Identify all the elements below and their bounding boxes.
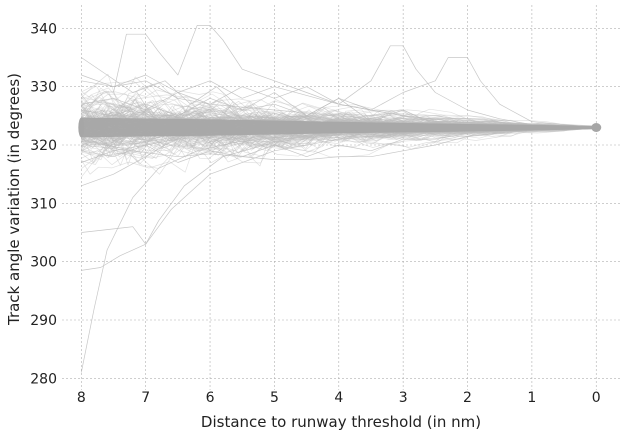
trajectory-line — [113, 25, 597, 128]
y-tick-label: 330 — [30, 80, 57, 96]
x-tick-label: 5 — [270, 390, 279, 406]
trajectory-line — [81, 74, 597, 128]
core-band — [78, 117, 602, 138]
trajectory-line — [81, 127, 597, 159]
y-tick-label: 290 — [30, 313, 57, 329]
trajectory-line — [81, 119, 597, 158]
trajectory-line — [81, 122, 597, 151]
x-tick-label: 8 — [77, 390, 86, 406]
tick-labels: 8 7 6 5 4 3 2 1 0 280 290 300 310 320 330 340 — [30, 21, 600, 406]
x-tick-label: 0 — [592, 390, 601, 406]
trajectory-line — [81, 127, 597, 163]
x-tick-label: 7 — [141, 390, 150, 406]
trajectory-line — [81, 117, 597, 166]
x-tick-label: 6 — [206, 390, 215, 406]
x-axis-label: Distance to runway threshold (in nm) — [201, 413, 481, 431]
trajectory-line — [80, 76, 597, 136]
convergence-point — [591, 123, 602, 132]
trajectory-line — [81, 110, 597, 132]
trajectory-line — [81, 95, 597, 132]
y-tick-label: 340 — [30, 21, 57, 37]
trajectory-line — [81, 57, 597, 128]
grid — [62, 5, 622, 390]
x-tick-label: 2 — [463, 390, 472, 406]
core-band-area — [81, 117, 597, 138]
trajectory-line — [81, 127, 597, 144]
trajectory-line — [81, 102, 597, 130]
x-tick-label: 3 — [399, 390, 408, 406]
y-tick-label: 320 — [30, 138, 57, 154]
y-tick-label: 280 — [30, 371, 57, 387]
x-tick-label: 1 — [527, 390, 536, 406]
trajectory-line — [81, 127, 597, 160]
core-band-start-cap — [78, 117, 85, 138]
trajectory-line — [81, 90, 597, 128]
trajectory-line — [81, 127, 597, 166]
y-tick-label: 310 — [30, 196, 57, 212]
x-tick-label: 4 — [334, 390, 343, 406]
y-axis-label: Track angle variation (in degrees) — [5, 73, 23, 326]
trajectory-line — [81, 127, 597, 159]
y-tick-label: 300 — [30, 255, 57, 271]
